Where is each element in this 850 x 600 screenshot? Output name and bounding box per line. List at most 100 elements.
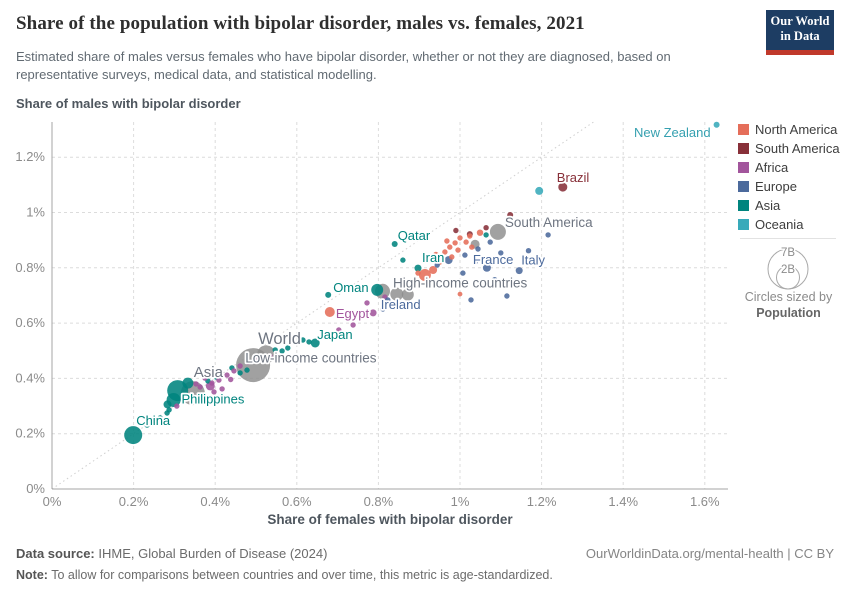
data-point[interactable]	[174, 403, 180, 409]
data-point[interactable]	[306, 339, 312, 345]
point-label[interactable]: Philippines	[180, 390, 247, 409]
data-point[interactable]	[482, 263, 491, 272]
data-point[interactable]	[468, 297, 474, 303]
data-point[interactable]	[224, 372, 230, 378]
data-point[interactable]	[452, 240, 458, 246]
data-point[interactable]	[310, 338, 320, 348]
data-point[interactable]	[183, 395, 189, 401]
footer-data-source[interactable]: Data source: IHME, Global Burden of Dise…	[16, 546, 327, 561]
data-point[interactable]	[267, 353, 273, 359]
data-point[interactable]	[460, 270, 466, 276]
data-point[interactable]	[415, 270, 421, 276]
data-point[interactable]	[166, 407, 172, 413]
point-label[interactable]: Asia	[192, 362, 225, 383]
legend-item-north-america[interactable]: North America	[738, 120, 846, 139]
data-point[interactable]	[244, 367, 250, 373]
data-point[interactable]	[713, 121, 720, 128]
data-point[interactable]	[487, 239, 493, 245]
data-point[interactable]	[211, 389, 217, 395]
data-point[interactable]	[483, 232, 489, 238]
data-point[interactable]	[483, 225, 489, 231]
point-label[interactable]: China	[134, 411, 172, 430]
data-point[interactable]	[418, 269, 431, 281]
data-point[interactable]	[433, 251, 439, 258]
data-point[interactable]	[152, 418, 158, 424]
data-point[interactable]	[480, 257, 486, 263]
data-point[interactable]	[472, 259, 478, 265]
data-point[interactable]	[558, 182, 568, 192]
data-point[interactable]	[515, 267, 523, 275]
data-point[interactable]	[390, 287, 404, 301]
data-point[interactable]	[492, 277, 498, 283]
point-label[interactable]: Ireland	[379, 295, 422, 314]
point-label[interactable]: Iran	[420, 248, 446, 267]
data-point[interactable]	[182, 377, 194, 389]
data-point[interactable]	[449, 254, 455, 260]
data-point[interactable]	[462, 252, 468, 258]
data-point[interactable]	[209, 380, 215, 386]
point-label[interactable]: Qatar	[396, 226, 433, 245]
point-label[interactable]: South America	[503, 213, 595, 232]
data-point[interactable]	[259, 357, 265, 363]
data-point[interactable]	[324, 307, 335, 317]
data-point[interactable]	[457, 235, 463, 241]
data-point[interactable]	[216, 377, 222, 383]
data-point[interactable]	[476, 229, 484, 236]
data-point[interactable]	[231, 368, 237, 374]
data-point[interactable]	[193, 381, 199, 387]
data-point[interactable]	[285, 345, 291, 351]
data-point[interactable]	[525, 248, 532, 254]
data-point[interactable]	[442, 249, 448, 255]
data-point[interactable]	[364, 300, 370, 306]
data-point[interactable]	[124, 426, 143, 445]
point-label[interactable]: World	[256, 328, 302, 350]
legend-item-oceania[interactable]: Oceania	[738, 215, 846, 234]
legend-item-africa[interactable]: Africa	[738, 158, 846, 177]
data-point[interactable]	[371, 283, 384, 296]
data-point[interactable]	[197, 384, 203, 390]
data-point[interactable]	[453, 227, 459, 234]
data-point[interactable]	[219, 386, 225, 392]
owid-logo[interactable]: Our World in Data	[766, 10, 834, 55]
data-point[interactable]	[325, 291, 332, 298]
data-point[interactable]	[455, 247, 461, 253]
point-label[interactable]: Brazil	[555, 168, 591, 187]
data-point[interactable]	[272, 347, 278, 353]
data-point[interactable]	[144, 422, 150, 428]
data-point[interactable]	[463, 239, 469, 245]
data-point[interactable]	[279, 348, 285, 354]
footer-link[interactable]: OurWorldinData.org/mental-health | CC BY	[585, 546, 834, 561]
point-label[interactable]: High-income countries	[391, 274, 529, 293]
legend-item-asia[interactable]: Asia	[738, 196, 846, 215]
data-point[interactable]	[252, 354, 258, 360]
data-point[interactable]	[447, 244, 453, 250]
data-point[interactable]	[434, 262, 440, 268]
point-label[interactable]: France	[471, 250, 515, 269]
point-label[interactable]: Egypt	[334, 304, 371, 323]
data-point[interactable]	[467, 233, 473, 239]
data-point[interactable]	[545, 232, 551, 238]
data-point[interactable]	[202, 375, 208, 381]
legend-item-europe[interactable]: Europe	[738, 177, 846, 196]
point-label[interactable]: Low-income countries	[243, 349, 378, 368]
data-point[interactable]	[489, 223, 506, 240]
data-point[interactable]	[429, 266, 438, 274]
legend-item-south-america[interactable]: South America	[738, 139, 846, 158]
data-point[interactable]	[507, 212, 514, 218]
data-point[interactable]	[300, 337, 306, 343]
data-point[interactable]	[237, 363, 243, 369]
data-point[interactable]	[350, 322, 356, 328]
data-point[interactable]	[380, 306, 386, 312]
data-point[interactable]	[391, 241, 398, 247]
data-point[interactable]	[157, 415, 163, 421]
data-point[interactable]	[535, 186, 544, 195]
point-label[interactable]: Italy	[519, 251, 547, 270]
data-point[interactable]	[498, 250, 504, 256]
point-label[interactable]: Japan	[315, 325, 354, 344]
data-point[interactable]	[457, 291, 463, 297]
data-point[interactable]	[237, 370, 243, 376]
data-point[interactable]	[401, 288, 414, 301]
data-point[interactable]	[336, 327, 342, 333]
data-point[interactable]	[504, 293, 510, 299]
data-point[interactable]	[469, 244, 475, 250]
